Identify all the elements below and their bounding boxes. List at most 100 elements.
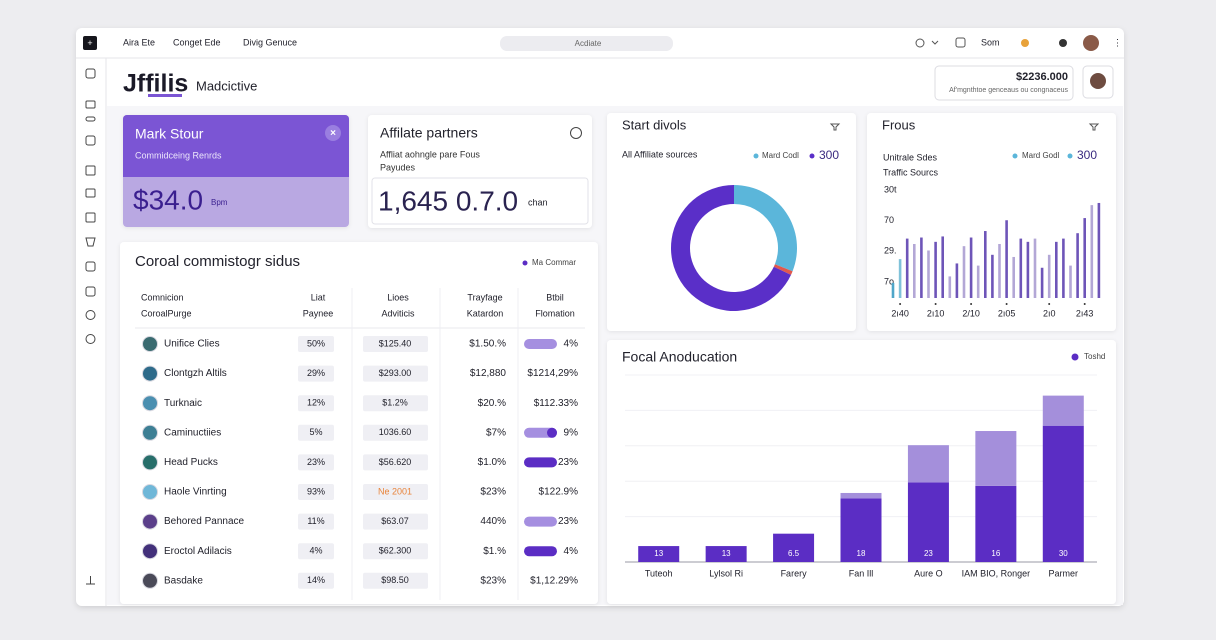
- cell-pill: [363, 454, 428, 471]
- bar-tag: 6.5: [788, 549, 800, 558]
- legend-dot: [1071, 353, 1079, 361]
- bar: [1047, 254, 1051, 298]
- stat-subtitle: Commidceing Renrds: [135, 150, 222, 160]
- sidebar-icon[interactable]: [85, 135, 96, 146]
- x-tick-label: Aure O: [914, 568, 943, 578]
- row-avatar: [142, 365, 158, 382]
- x-tick-dot: [1048, 303, 1051, 305]
- search-box[interactable]: [500, 36, 673, 51]
- bar: [927, 250, 930, 298]
- balance-note: Af'mgnthtoe genceaus ou congnaceus: [949, 87, 1068, 94]
- column-header: Btbil: [546, 292, 564, 302]
- x-tick-label: Farery: [781, 568, 808, 578]
- x-tick-dot: [970, 303, 973, 305]
- bar: [1026, 241, 1030, 298]
- cell-text: $63.07: [381, 516, 409, 526]
- sidebar-icon[interactable]: [85, 188, 96, 198]
- sidebar-icon[interactable]: [85, 212, 96, 223]
- progress-knob: [547, 427, 557, 438]
- chart-card: [607, 340, 1116, 604]
- column-header: Flomation: [535, 308, 575, 318]
- column-header: Lioes: [387, 292, 409, 302]
- bar-segment: [840, 492, 882, 499]
- table-card: [120, 242, 598, 604]
- donut-chart: [671, 185, 797, 311]
- cell-pill: [363, 572, 428, 589]
- legend-label: Mard Godl: [1022, 151, 1060, 160]
- progress-pill: [524, 339, 557, 349]
- y-axis-label: 30t: [884, 184, 897, 194]
- cell-pill: [363, 484, 428, 500]
- sidebar-icon[interactable]: [85, 237, 96, 247]
- sidebar-icon[interactable]: [85, 165, 96, 176]
- cell-text: Ne 2001: [378, 486, 412, 496]
- bar: [1090, 205, 1094, 298]
- balance-box: [934, 65, 1074, 101]
- cell-text: $7%: [486, 427, 506, 438]
- info-icon[interactable]: [570, 127, 582, 139]
- app-logo-glyph: +: [87, 38, 92, 48]
- bar: [1012, 256, 1015, 298]
- row-avatar: [142, 543, 158, 560]
- sidebar-icon[interactable]: [85, 286, 96, 297]
- row-avatar: [142, 424, 158, 441]
- x-tick-dot: [1005, 303, 1008, 305]
- user-icon[interactable]: [915, 38, 925, 48]
- sidebar-icon[interactable]: [85, 68, 96, 79]
- cell-text: $1.0%: [478, 457, 506, 468]
- stat-title: Affilate partners: [380, 125, 478, 141]
- sidebar-icon[interactable]: [85, 100, 96, 109]
- cell-pill: [363, 513, 428, 530]
- sidebar-icon[interactable]: [85, 310, 96, 320]
- bar-chart: 30t 70 29. 7o 2ı40 2ı10 2/10 2ı05 2ı0 2ı43: [884, 184, 1101, 318]
- table-legend: Ma Commar: [532, 258, 576, 267]
- filter-icon[interactable]: [1088, 123, 1100, 131]
- close-button[interactable]: [325, 125, 341, 141]
- dropdown-icon[interactable]: [931, 40, 939, 45]
- cell-text: 23%: [558, 457, 578, 468]
- cell-text: $1214,29%: [527, 368, 578, 379]
- row-name: Turknaic: [164, 398, 202, 409]
- profile-avatar[interactable]: [1090, 73, 1106, 89]
- sidebar-icon[interactable]: [85, 334, 96, 344]
- help-icon[interactable]: [1059, 39, 1067, 47]
- cell-pill: [363, 336, 428, 352]
- sidebar: [85, 68, 96, 585]
- cell-pill: [298, 454, 334, 471]
- bar: [962, 246, 966, 298]
- balance: $2236.000: [1016, 71, 1068, 83]
- chart-card: [867, 113, 1116, 331]
- app-logo[interactable]: [83, 36, 97, 50]
- sidebar-icon[interactable]: [85, 261, 96, 272]
- row-avatar: [142, 484, 158, 500]
- legend-label: Mard Codl: [762, 151, 799, 160]
- column-header: Adviticis: [381, 308, 415, 318]
- nav-link[interactable]: Conget Ede: [173, 37, 221, 47]
- chart-title: Focal Anoducation: [622, 349, 737, 365]
- cell-pill: [363, 424, 428, 441]
- filter-icon[interactable]: [829, 123, 841, 131]
- more-icon[interactable]: ⋮: [1113, 37, 1122, 47]
- share-icon[interactable]: [955, 37, 966, 48]
- bar: [998, 244, 1001, 298]
- donut-segment: [773, 264, 793, 275]
- avatar[interactable]: [1083, 35, 1099, 51]
- sidebar-icon[interactable]: [86, 576, 95, 585]
- bar: [1019, 238, 1023, 298]
- y-axis-label: 7o: [884, 276, 894, 286]
- y-axis-label: 70: [884, 215, 894, 225]
- nav-link[interactable]: Divig Genuce: [243, 37, 297, 47]
- cell-text: $112.33%: [534, 398, 578, 409]
- sidebar-icon[interactable]: [85, 116, 96, 122]
- stat-subtitle: Affliat aohngle pare Fous: [380, 149, 480, 159]
- bar: [1040, 267, 1044, 298]
- notification-icon[interactable]: [1021, 39, 1029, 47]
- brand-underline: [148, 94, 182, 97]
- legend-label: Toshd: [1084, 352, 1105, 361]
- table: Comnicion CoroalPurge Liat Paynee Lioes Advit…: [141, 288, 578, 600]
- cell-text: 4%: [564, 546, 579, 557]
- bar: [955, 263, 959, 298]
- cell-text: 5%: [309, 427, 322, 437]
- nav-link[interactable]: Aira Ete: [123, 37, 155, 47]
- user-menu[interactable]: Som: [981, 37, 1000, 47]
